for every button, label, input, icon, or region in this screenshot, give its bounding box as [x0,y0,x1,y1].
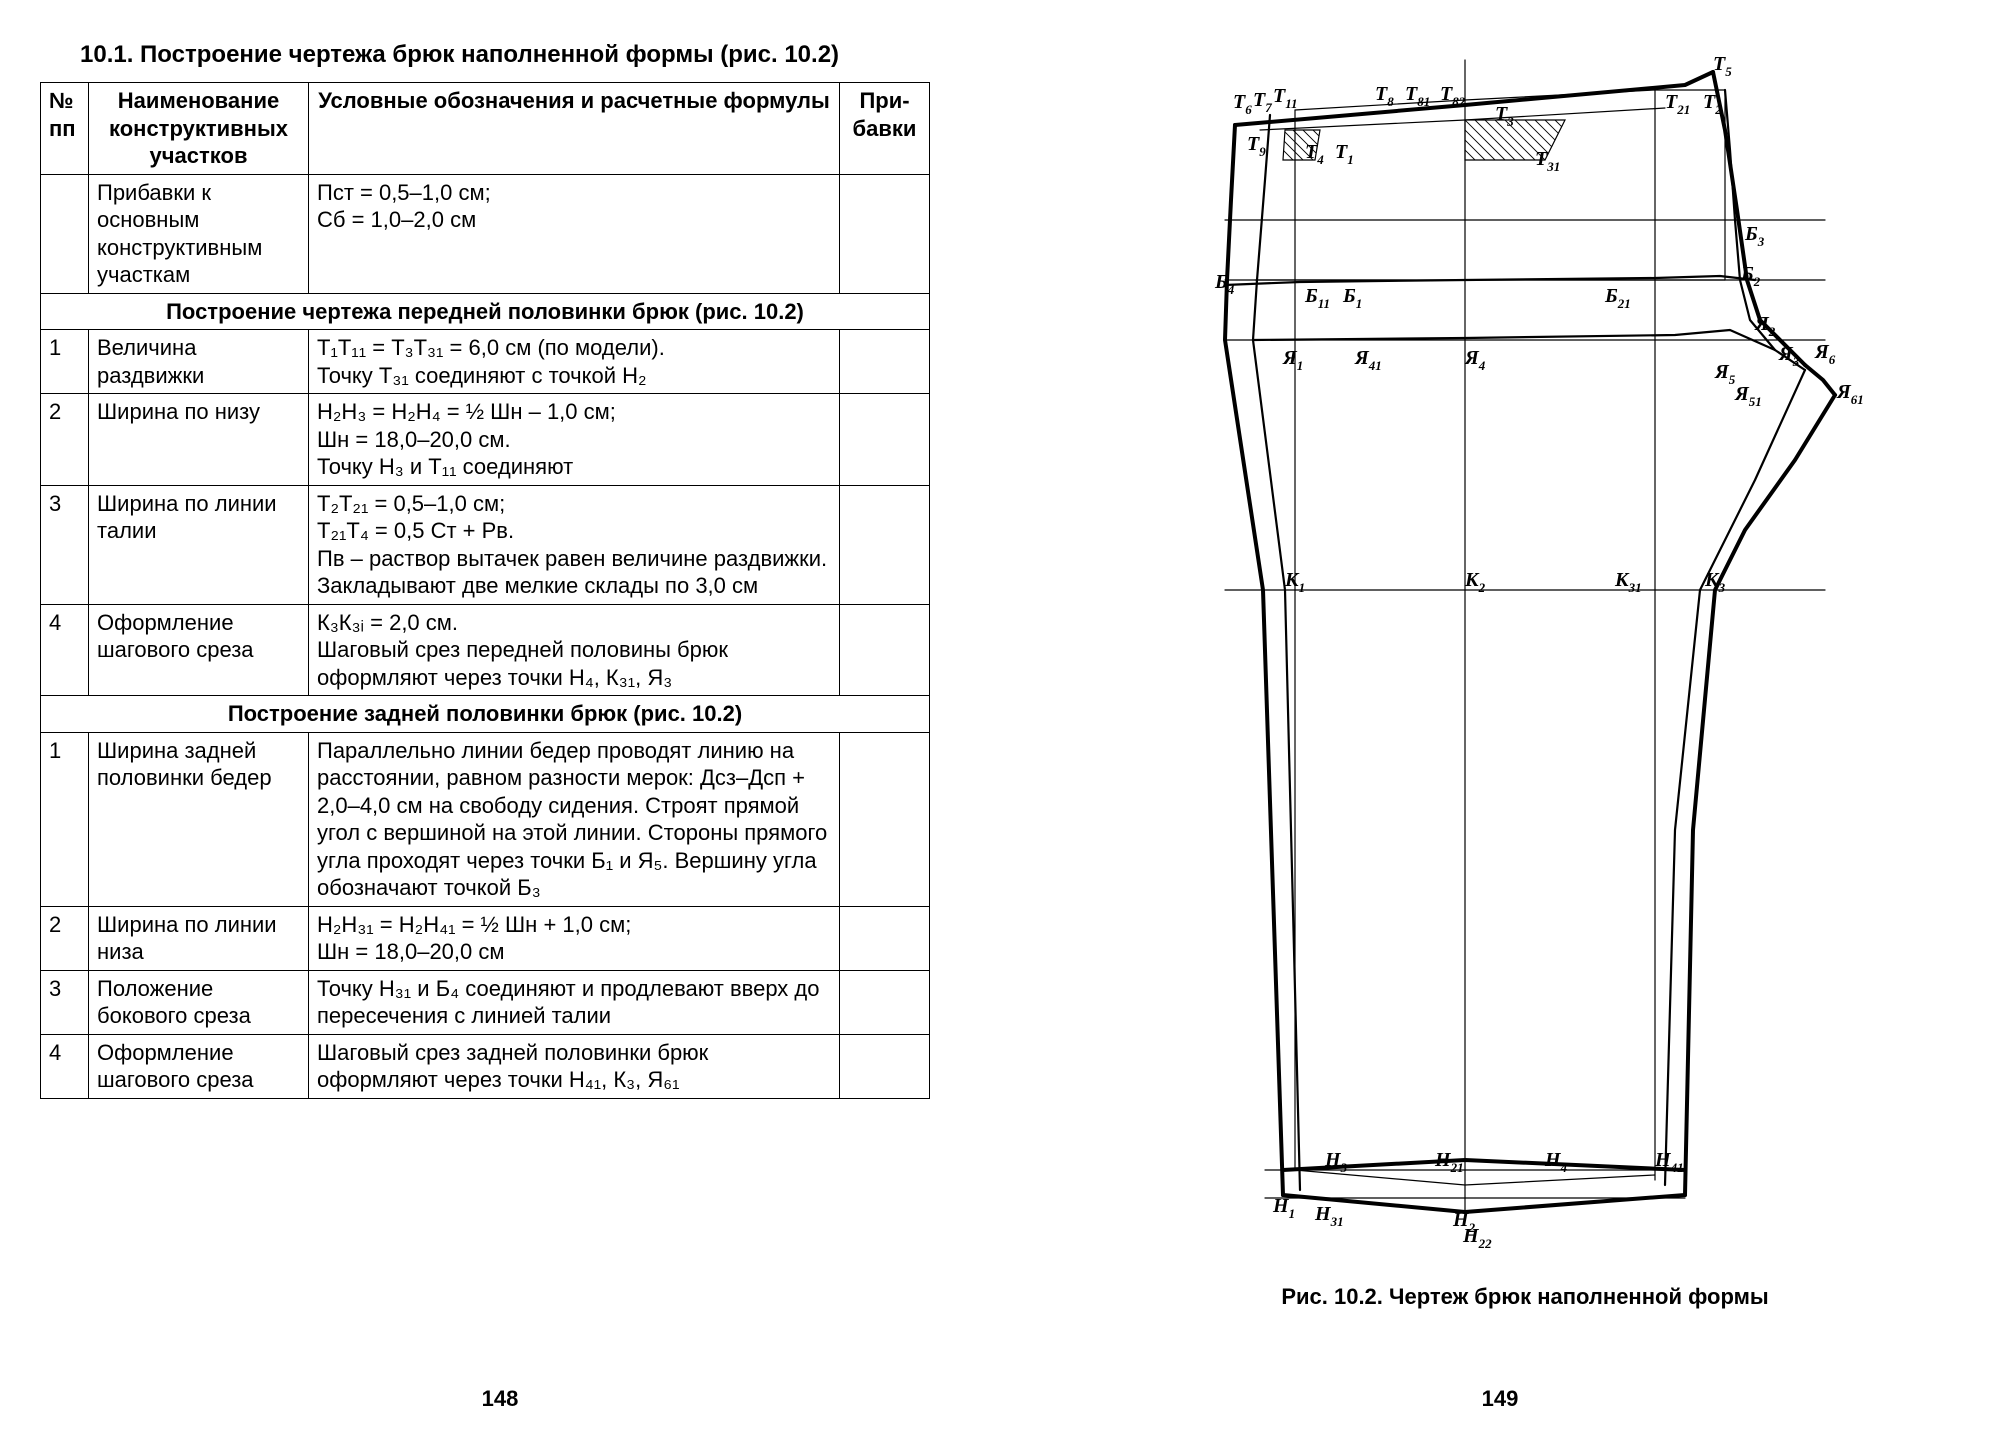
diagram-label: Т5 [1713,53,1732,79]
table-row: 4Оформление шагового срезаК₃К₃ᵢ = 2,0 см… [41,604,930,696]
diagram-label: Н31 [1314,1203,1344,1229]
diagram-label: Т9 [1247,133,1266,159]
col-formula-header: Условные обозначения и расчетные формулы [309,83,840,175]
diagram-label: Т3 [1495,103,1514,129]
diagram-label: Н4 [1544,1149,1568,1175]
diagram-label: Я51 [1734,383,1762,409]
page-right: Т6Т11Т7Т8Т81Т82Т3Т31Т5Т21Т2Т9Т4Т1Б4Б11Б1… [1000,0,2000,1430]
diagram-label: Т11 [1273,85,1298,111]
diagram-label: Н3 [1324,1149,1348,1175]
figure-wrap: Т6Т11Т7Т8Т81Т82Т3Т31Т5Т21Т2Т9Т4Т1Б4Б11Б1… [1090,30,1960,1310]
diagram-label: Б1 [1342,285,1362,311]
diagram-label: Т4 [1305,141,1324,167]
diagram-label: Т7 [1253,89,1272,115]
diagram-label: Н21 [1434,1149,1464,1175]
section-title: 10.1. Построение чертежа брюк наполненно… [80,40,930,70]
figure-caption: Рис. 10.2. Чертеж брюк наполненной формы [1281,1284,1768,1310]
diagram-label: Я6 [1814,341,1836,367]
table-row: 2Ширина по низуН₂Н₃ = Н₂Н₄ = ½ Шн – 1,0 … [41,394,930,486]
diagram-label: К31 [1614,569,1642,595]
table-row: 1Величина раздвижкиТ₁Т₁₁ = Т₃Т₃₁ = 6,0 с… [41,330,930,394]
page-number-left: 148 [0,1386,1000,1412]
diagram-label: Т1 [1335,141,1354,167]
diagram-label: Я2 [1754,313,1776,339]
trousers-diagram: Т6Т11Т7Т8Т81Т82Т3Т31Т5Т21Т2Т9Т4Т1Б4Б11Б1… [1165,30,1885,1270]
diagram-label: Т6 [1233,91,1252,117]
diagram-label: Т81 [1405,83,1430,109]
diagram-label: Б21 [1604,285,1631,311]
diagram-label: Н1 [1272,1195,1295,1221]
diagram-label: Б11 [1304,285,1330,311]
diagram-label: Н22 [1462,1225,1492,1251]
table-row: 4Оформление шагового срезаШаговый срез з… [41,1034,930,1098]
diagram-label: Я1 [1282,347,1303,373]
col-name-header: Наименование конструктивных участков [89,83,309,175]
table-subheader: Построение чертежа передней половинки бр… [41,293,930,330]
table-row: 3Ширина по линии талииТ₂Т₂₁ = 0,5–1,0 см… [41,485,930,604]
page-number-right: 149 [1000,1386,2000,1412]
table-row: 2Ширина по линии низаН₂Н₃₁ = Н₂Н₄₁ = ½ Ш… [41,906,930,970]
diagram-label: Б3 [1744,223,1765,249]
table-subheader: Построение задней половинки брюк (рис. 1… [41,696,930,733]
diagram-label: Т31 [1535,148,1560,174]
col-allow-header: При-бавки [840,83,930,175]
diagram-label: Я4 [1464,347,1486,373]
diagram-label: Т21 [1665,91,1690,117]
diagram-label: Я41 [1354,347,1382,373]
diagram-label: К2 [1464,569,1486,595]
diagram-label: Б4 [1214,271,1235,297]
diagram-label: Я5 [1714,361,1736,387]
page-left: 10.1. Построение чертежа брюк наполненно… [0,0,1000,1430]
diagram-label: Я3 [1778,343,1800,369]
table-row: 3Положение бокового срезаТочку Н₃₁ и Б₄ … [41,970,930,1034]
construction-table: № пп Наименование конструктивных участко… [40,82,930,1099]
table-header-row: № пп Наименование конструктивных участко… [41,83,930,175]
col-num-header: № пп [41,83,89,175]
table-row: 1Ширина задней половинки бедерПараллельн… [41,732,930,906]
table-row: Прибавки к основным конструктивным участ… [41,174,930,293]
diagram-label: Я61 [1836,381,1864,407]
